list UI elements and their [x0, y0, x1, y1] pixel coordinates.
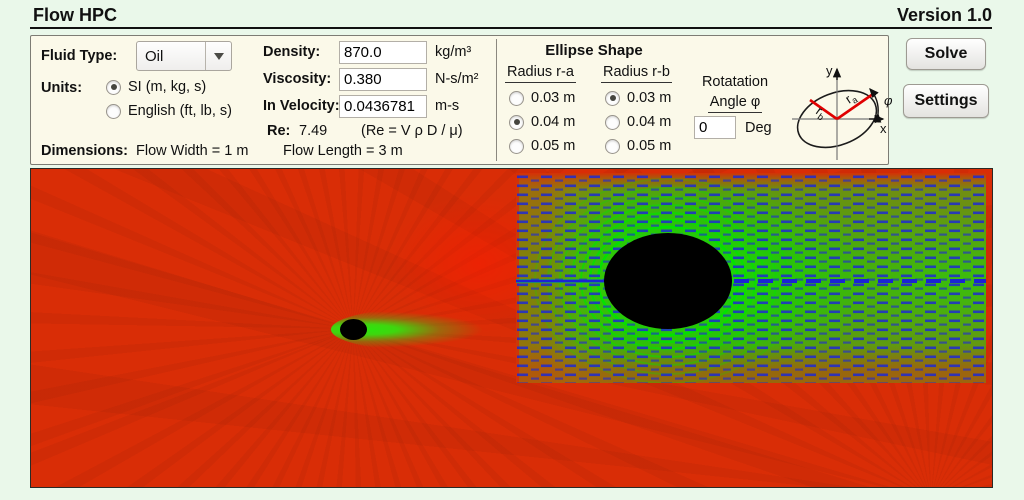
y-axis-label: y	[826, 63, 833, 78]
viscosity-unit: N-s/m²	[435, 71, 479, 87]
settings-button[interactable]: Settings	[903, 84, 989, 118]
fluid-type-dropdown[interactable]: Oil	[136, 41, 232, 71]
density-input[interactable]	[339, 41, 427, 64]
header-divider	[30, 27, 992, 29]
dropdown-arrow-box	[205, 42, 231, 70]
reynolds-value: 7.49	[299, 123, 328, 139]
radio-unselected-icon	[605, 114, 620, 130]
radius-b-header: Radius r-b	[601, 64, 672, 83]
reynolds-label: Re:	[267, 123, 291, 139]
units-label: Units:	[41, 80, 83, 96]
velocity-input[interactable]	[339, 95, 427, 118]
ellipse-shape-title: Ellipse Shape	[545, 42, 643, 59]
fluid-type-label: Fluid Type:	[41, 48, 118, 64]
x-axis-label: x	[880, 121, 887, 136]
flow-length-value: Flow Length = 3 m	[283, 143, 403, 159]
velocity-vector-inset	[516, 173, 986, 383]
velocity-label: In Velocity:	[263, 98, 340, 114]
solve-button[interactable]: Solve	[906, 38, 986, 70]
radio-unselected-icon	[605, 138, 620, 154]
phi-angle-arc	[869, 87, 882, 123]
flow-width-value: Flow Width = 1 m	[136, 143, 249, 159]
radio-unselected-icon	[509, 90, 524, 106]
radio-label: 0.04 m	[627, 114, 672, 130]
app-version: Version 1.0	[896, 5, 992, 25]
app-title: Flow HPC	[33, 5, 117, 25]
radio-selected-icon	[509, 114, 524, 130]
rotation-unit-label: Deg	[745, 120, 772, 136]
radius-a-line	[836, 92, 874, 121]
radio-label: SI (m, kg, s)	[128, 79, 207, 95]
radio-radius-a-004[interactable]: 0.04 m	[509, 114, 575, 130]
vector-field-plot	[516, 173, 986, 383]
viscosity-input[interactable]	[339, 68, 427, 91]
radio-label: 0.05 m	[531, 138, 576, 154]
density-unit: kg/m³	[435, 44, 472, 60]
rotation-angle-input[interactable]	[694, 116, 736, 139]
velocity-unit: m-s	[435, 98, 460, 114]
radio-selected-icon	[106, 79, 121, 95]
dimensions-label: Dimensions:	[41, 143, 129, 159]
radio-radius-a-005[interactable]: 0.05 m	[509, 138, 575, 154]
radio-radius-a-003[interactable]: 0.03 m	[509, 90, 575, 106]
radio-radius-b-005[interactable]: 0.05 m	[605, 138, 671, 154]
viscosity-label: Viscosity:	[263, 71, 332, 87]
radio-label: 0.03 m	[531, 90, 576, 106]
panel-divider	[496, 39, 497, 161]
radius-b-line	[809, 98, 838, 121]
rotation-label-line1: Rotatation	[701, 74, 769, 90]
radio-units-si[interactable]: SI (m, kg, s)	[106, 79, 206, 95]
radio-selected-icon	[605, 90, 620, 106]
radio-radius-b-003[interactable]: 0.03 m	[605, 90, 671, 106]
ellipse-orientation-diagram: y x φ ra rb	[792, 63, 893, 160]
radius-a-header: Radius r-a	[505, 64, 576, 83]
flow-field-canvas	[30, 168, 993, 488]
control-panel: Fluid Type: Oil Units: SI (m, kg, s) Eng…	[30, 35, 893, 165]
radio-label: 0.03 m	[627, 90, 672, 106]
ellipse-obstacle-small	[340, 319, 367, 340]
radio-radius-b-004[interactable]: 0.04 m	[605, 114, 671, 130]
reynolds-formula: (Re = V ρ D / μ)	[361, 123, 463, 139]
radio-label: English (ft, lb, s)	[128, 103, 232, 119]
radio-unselected-icon	[509, 138, 524, 154]
ellipse-obstacle-large	[604, 233, 732, 329]
chevron-down-icon	[213, 52, 224, 60]
phi-label: φ	[884, 93, 893, 108]
velocity-vectors	[516, 173, 986, 383]
density-label: Density:	[263, 44, 321, 60]
radio-label: 0.04 m	[531, 114, 576, 130]
radio-unselected-icon	[106, 103, 121, 119]
radio-label: 0.05 m	[627, 138, 672, 154]
radio-units-english[interactable]: English (ft, lb, s)	[106, 103, 232, 119]
fluid-type-value: Oil	[145, 47, 164, 65]
rotation-label-line2: Angle φ	[707, 94, 763, 113]
